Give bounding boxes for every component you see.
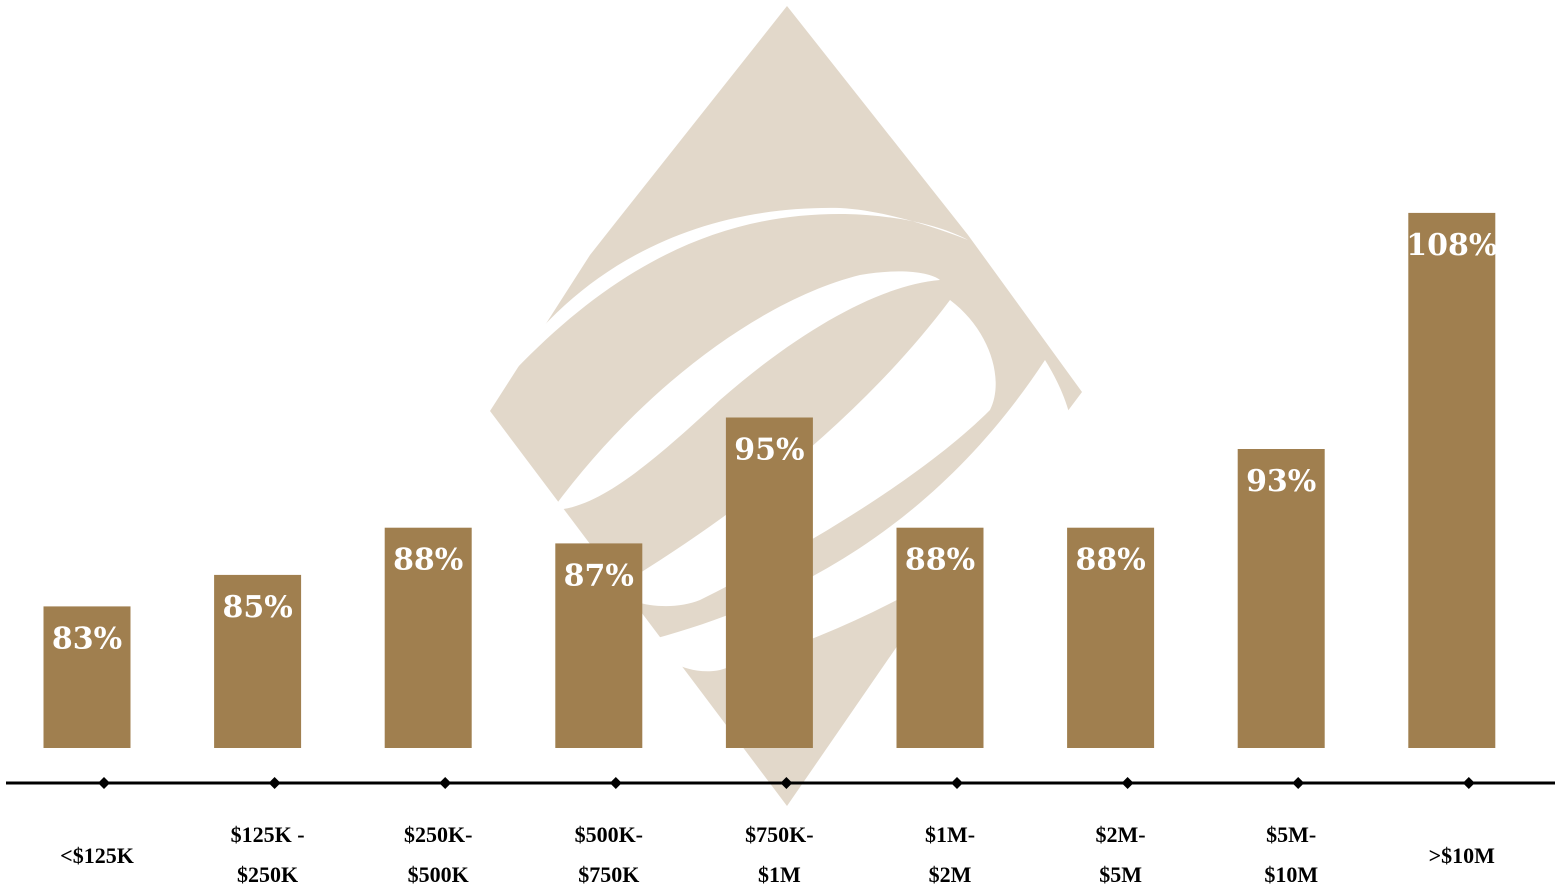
category-label: <$125K — [60, 843, 134, 868]
bar — [43, 606, 131, 748]
axis-markers — [98, 777, 1475, 789]
category-label-line: $1M- — [925, 822, 975, 847]
watermark-swoosh-2 — [552, 271, 940, 510]
bar — [1408, 212, 1496, 748]
category-label-line: $500K — [408, 862, 469, 887]
bar-value-label: 88% — [905, 543, 975, 578]
axis-marker — [1462, 777, 1475, 789]
bar — [725, 417, 813, 748]
bar-value-label: 95% — [734, 433, 804, 468]
axis-marker — [951, 777, 963, 789]
category-label-line: $5M- — [1266, 822, 1316, 847]
category-label-line: $2M — [929, 862, 972, 887]
category-label: $125K - $250K — [231, 822, 305, 887]
axis-marker — [98, 777, 110, 789]
bars-group: 83% 85% 88% 87% 95% 88% 88% 93% 108% — [43, 212, 1497, 748]
axis-marker — [1292, 777, 1305, 789]
category-labels: <$125K $125K - $250K $250K- $500K $500K- $750K… — [60, 822, 1495, 887]
category-label-line: <$125K — [60, 843, 134, 868]
axis-marker — [780, 777, 793, 789]
axis-marker — [1121, 777, 1134, 789]
bar-value-label: 85% — [222, 590, 292, 625]
bar-value-label: 88% — [1075, 543, 1145, 578]
category-label-line: $2M- — [1096, 822, 1146, 847]
category-label: $250K- $500K — [404, 822, 472, 887]
bar-value-label: 88% — [393, 543, 463, 578]
bar — [214, 574, 302, 748]
category-label-line: $125K - — [231, 822, 305, 847]
category-label: $500K- $750K — [575, 822, 643, 887]
category-label: $2M- $5M — [1096, 822, 1146, 887]
bar — [1067, 527, 1155, 748]
watermark-swoosh-1 — [492, 207, 968, 395]
axis-marker — [439, 777, 452, 789]
bar-value-label: 93% — [1246, 464, 1316, 499]
category-label-line: $250K — [237, 862, 298, 887]
category-label-line: $250K- — [404, 822, 472, 847]
axis-marker — [268, 777, 281, 789]
category-label-line: $500K- — [575, 822, 643, 847]
watermark-swoosh-3 — [612, 300, 996, 607]
category-label: $750K- $1M — [745, 822, 813, 887]
bar — [896, 527, 984, 748]
category-label-line: $5M — [1099, 862, 1142, 887]
bar — [555, 543, 643, 748]
category-label: $5M- $10M — [1264, 822, 1318, 887]
bar — [384, 527, 472, 748]
watermark-swoosh-4 — [650, 360, 1074, 672]
category-label: $1M- $2M — [925, 822, 975, 887]
bar-value-label: 87% — [564, 558, 634, 593]
category-label-line: $10M — [1264, 862, 1318, 887]
bar-value-label: 108% — [1406, 228, 1497, 263]
category-label-line: >$10M — [1429, 843, 1496, 868]
category-label: >$10M — [1429, 843, 1496, 868]
category-label-line: $1M — [758, 862, 801, 887]
bar-value-label: 83% — [52, 621, 122, 656]
bar — [1237, 449, 1325, 748]
axis-marker — [609, 777, 622, 789]
category-label-line: $750K- — [745, 822, 813, 847]
category-label-line: $750K — [578, 862, 639, 887]
